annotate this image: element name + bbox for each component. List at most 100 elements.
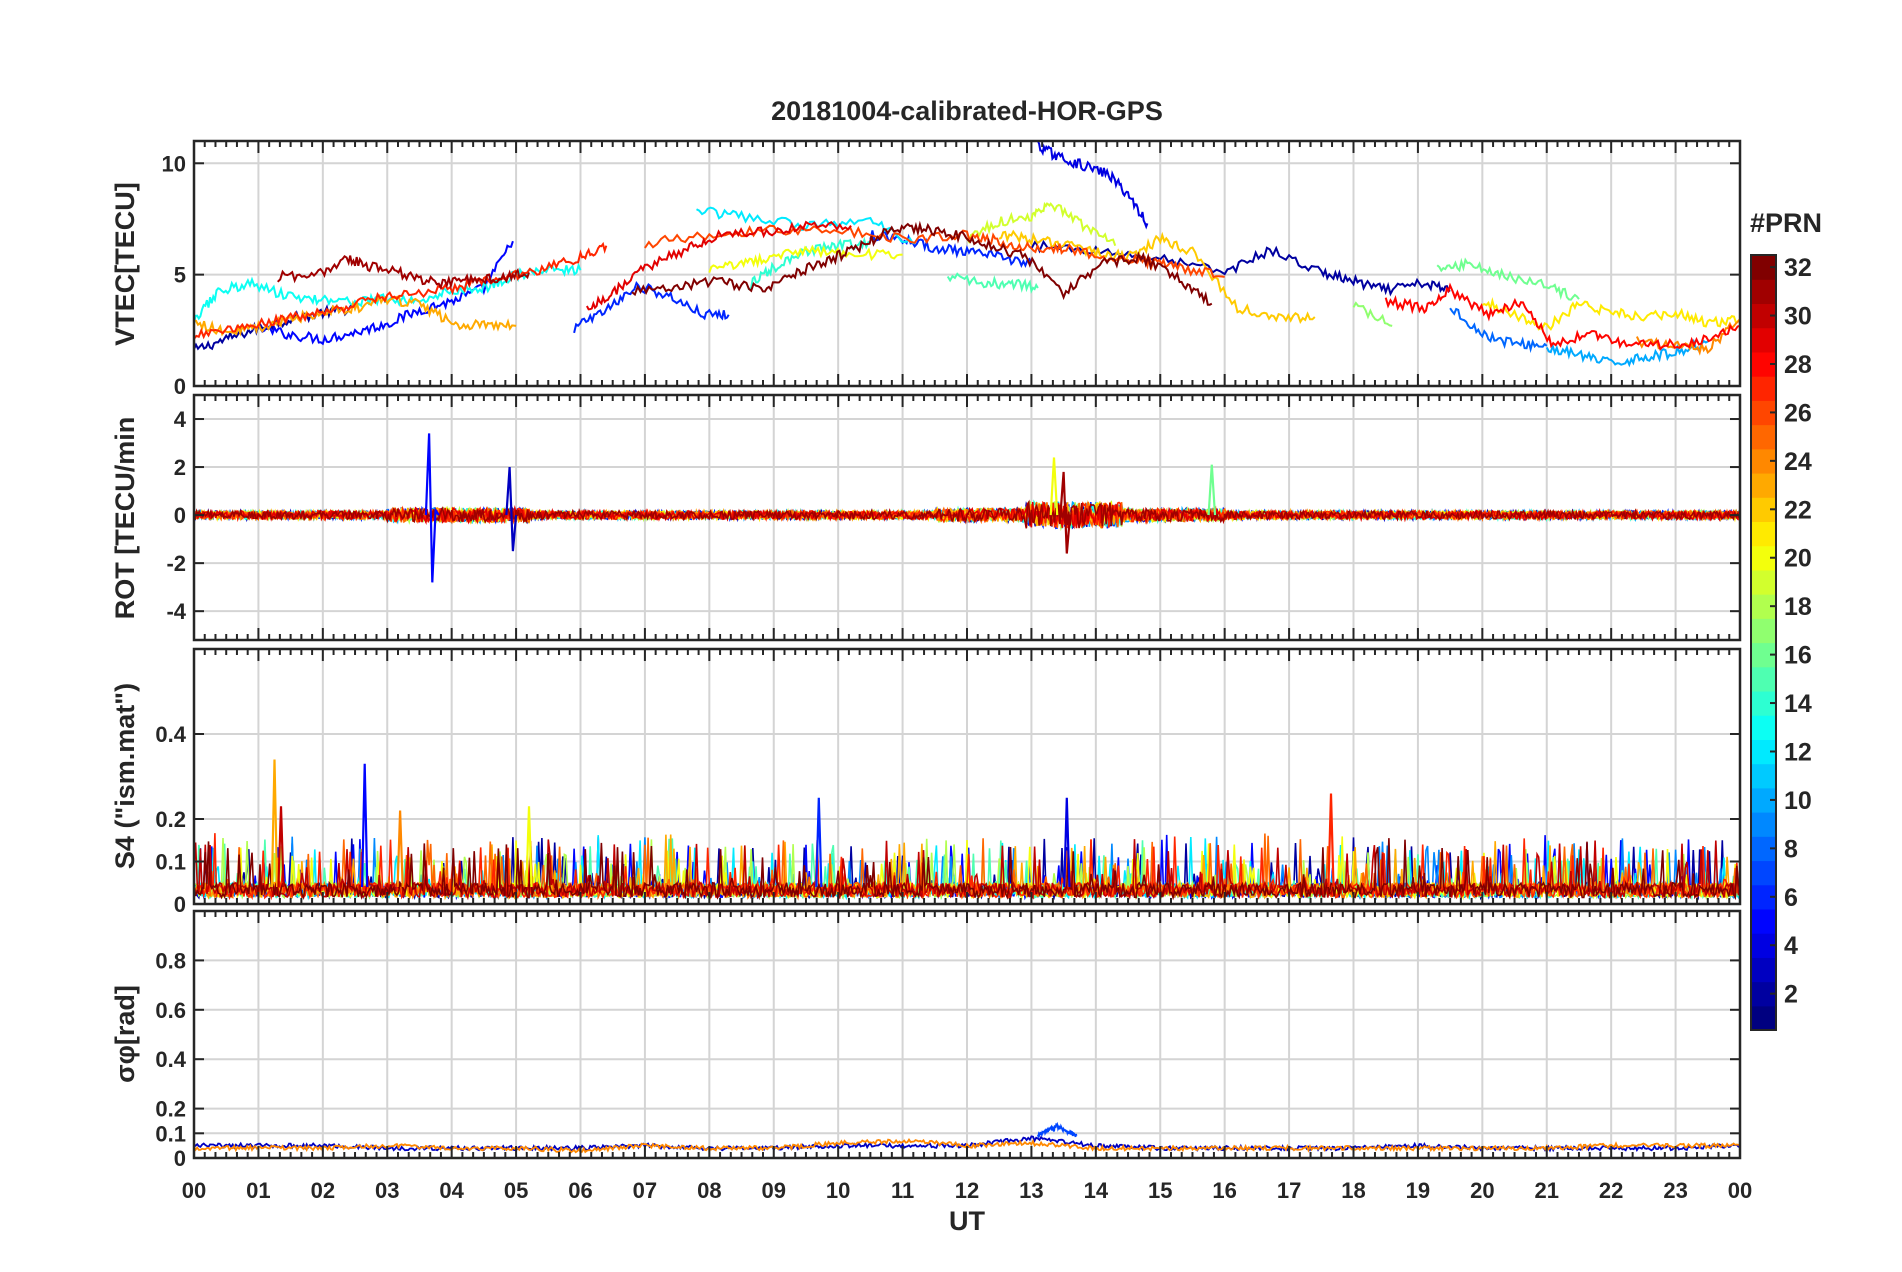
colorbar-tick-label: 2 <box>1784 981 1798 1009</box>
series-spike-prn-6 <box>815 797 823 888</box>
figure-title: 20181004-calibrated-HOR-GPS <box>771 96 1163 126</box>
y-tick-label: 0.1 <box>155 850 186 875</box>
colorbar-segment <box>1751 908 1776 934</box>
series-line-prn-27 <box>194 241 608 340</box>
series-spike-prn-3 <box>505 467 518 552</box>
series-spike-prn-24 <box>396 810 404 888</box>
series-line-prn-20 <box>708 244 903 273</box>
x-tick-labels: 00 01 02 03 04 05 06 07 08 09 10 11 12 13 14 15 16 17 18 19… <box>182 1178 1752 1203</box>
x-tick-label: 20 <box>1470 1178 1494 1203</box>
colorbar-tick-label: 28 <box>1784 351 1812 379</box>
x-tick-label: 11 <box>891 1178 914 1203</box>
y-tick-label: 0.8 <box>155 948 186 973</box>
x-tick-label: 03 <box>375 1178 399 1203</box>
series-noise-prn-25 <box>194 501 1740 529</box>
panel-vtec-ylabel: VTEC[TECU] <box>110 182 140 346</box>
x-axis-label: UT <box>949 1206 985 1236</box>
series-line-prn-8 <box>1449 307 1548 354</box>
panel-s4: 0 0.1 0.2 0.4 S4 ("ism.mat") <box>110 647 1742 917</box>
y-tick-label: 0 <box>174 374 186 399</box>
x-tick-label: 12 <box>955 1178 979 1203</box>
colorbar-tick-label: 4 <box>1784 932 1798 960</box>
colorbar-tick-label: 18 <box>1784 593 1812 621</box>
colorbar-segment <box>1751 715 1776 740</box>
series-line-prn-28 <box>1384 282 1740 351</box>
series-line-prn-32 <box>631 220 1213 306</box>
colorbar-tick-label: 14 <box>1784 690 1812 718</box>
colorbar-tick-label: 16 <box>1784 642 1812 670</box>
y-tick-label: 0 <box>174 1146 186 1171</box>
colorbar-tick-label: 32 <box>1784 254 1812 282</box>
y-tick-label: 0 <box>174 503 186 528</box>
y-tick-label: -4 <box>166 599 186 624</box>
x-tick-label: 21 <box>1535 1178 1559 1203</box>
y-tick-label: -2 <box>166 551 186 576</box>
series-line-prn-31 <box>277 254 530 291</box>
panel-vtec-grid <box>193 141 1741 387</box>
colorbar-segment <box>1751 279 1776 305</box>
colorbar-frame <box>1750 254 1777 1031</box>
colorbar-tick-label: 12 <box>1784 738 1812 766</box>
colorbar-segment <box>1751 812 1776 837</box>
colorbar-segment <box>1751 763 1776 789</box>
series-spike-prn-20 <box>1049 457 1059 516</box>
colorbar-segment <box>1751 327 1776 353</box>
series-spike-prn-23 <box>270 759 279 888</box>
colorbar-segment <box>1751 666 1776 692</box>
panel-sigma-phi-ylabel: σφ[rad] <box>110 985 140 1083</box>
x-tick-label: 09 <box>762 1178 786 1203</box>
panel-s4-ylabel: S4 ("ism.mat") <box>110 683 140 869</box>
x-tick-label: 04 <box>439 1178 464 1203</box>
y-tick-label: 0.4 <box>155 1047 186 1072</box>
y-tick-label: 2 <box>174 455 186 480</box>
y-tick-label: 5 <box>174 263 186 288</box>
colorbar-segment <box>1751 860 1776 886</box>
y-tick-label: 0.6 <box>155 998 186 1023</box>
x-tick-label: 02 <box>311 1178 335 1203</box>
series-line-prn-26 <box>644 224 1225 279</box>
colorbar-tick-label: 8 <box>1784 835 1798 863</box>
x-tick-label: 18 <box>1341 1178 1365 1203</box>
colorbar-segment <box>1751 521 1776 547</box>
series-spike-prn-16 <box>1207 464 1217 516</box>
colorbar-segment <box>1751 618 1776 644</box>
colorbar-segment <box>1751 957 1776 983</box>
panel-sigma-phi-frame <box>192 909 1742 1160</box>
series-line-prn-16 <box>1436 257 1580 301</box>
x-tick-label: 01 <box>246 1178 270 1203</box>
y-tick-label: 0 <box>174 892 186 917</box>
colorbar-tick-label: 30 <box>1784 303 1812 331</box>
panel-s4-yticks: 0 0.1 0.2 0.4 <box>155 722 186 917</box>
y-tick-label: 0.2 <box>155 1097 186 1122</box>
colorbar-tick-label: 26 <box>1784 399 1812 427</box>
colorbar-segment <box>1751 1005 1776 1031</box>
colorbar-tick-label: 6 <box>1784 884 1798 912</box>
y-tick-label: 0.1 <box>155 1121 186 1146</box>
series-line-prn-10 <box>1545 338 1709 368</box>
x-tick-label: 17 <box>1277 1178 1301 1203</box>
series-line-prn-21 <box>1481 297 1740 331</box>
colorbar-tick-label: 20 <box>1784 545 1812 573</box>
panel-s4-frame <box>192 647 1742 906</box>
series-line-prn-6 <box>573 280 730 334</box>
series-spike-prn-30 <box>277 806 285 888</box>
colorbar-label: #PRN <box>1750 208 1822 238</box>
panel-rot-frame <box>192 393 1742 642</box>
panel-rot-ylabel: ROT [TECU/min <box>110 417 140 620</box>
y-tick-label: 0.2 <box>155 807 186 832</box>
series-line-prn-2 <box>1030 239 1451 297</box>
x-tick-label: 19 <box>1406 1178 1430 1203</box>
series-line-prn-24 <box>1635 318 1740 356</box>
colorbar-segment <box>1751 472 1776 498</box>
series-spike-prn-4 <box>1063 797 1071 888</box>
x-tick-label: 13 <box>1019 1178 1043 1203</box>
series-line-prn-15 <box>946 272 1039 294</box>
series-noise-prn-31 <box>194 499 1740 529</box>
colorbar-tick-label: 10 <box>1784 787 1812 815</box>
panel-vtec: 0 5 10 VTEC[TECU] <box>110 139 1742 399</box>
series-line-prn-17 <box>1352 301 1393 327</box>
series-line-prn-7 <box>1037 1121 1078 1140</box>
panel-vtec-frame <box>192 139 1742 388</box>
y-tick-label: 4 <box>174 407 187 432</box>
